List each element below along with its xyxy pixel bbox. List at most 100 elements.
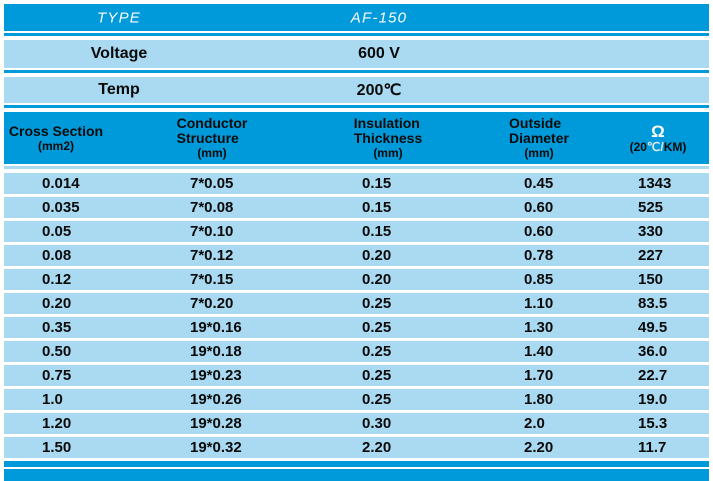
table-cell: 0.12 bbox=[42, 271, 72, 288]
bottom-bar-thick bbox=[4, 469, 709, 481]
header-outside-diameter: Outside Diameter (mm) bbox=[474, 116, 614, 160]
table-cell: 0.25 bbox=[362, 367, 392, 384]
table-cell: 22.7 bbox=[638, 367, 668, 384]
table-cell: 7*0.20 bbox=[190, 295, 234, 312]
table-cell: 0.60 bbox=[524, 199, 554, 216]
header-title: Thickness bbox=[353, 130, 423, 146]
unit-part: ℃/ bbox=[646, 139, 664, 154]
bottom-bar-thin bbox=[4, 461, 709, 467]
table-cell: 0.25 bbox=[362, 319, 392, 336]
table-cell: 7*0.05 bbox=[190, 175, 234, 192]
table-cell: 0.15 bbox=[362, 199, 392, 216]
header-unit: (20℃/KM) bbox=[629, 139, 687, 154]
voltage-value: 600 V bbox=[358, 45, 400, 62]
table-cell: 0.20 bbox=[362, 271, 392, 288]
table-cell: 11.7 bbox=[638, 439, 667, 456]
table-cell: 0.85 bbox=[524, 271, 554, 288]
table-cell: 0.014 bbox=[42, 175, 80, 192]
temp-label: Temp bbox=[98, 81, 140, 98]
table-row: 0.08 7*0.12 0.20 0.78 227 bbox=[4, 245, 709, 266]
divider bbox=[4, 70, 709, 73]
table-cell: 2.20 bbox=[524, 439, 554, 456]
table-cell: 0.78 bbox=[524, 247, 554, 264]
table-cell: 1.30 bbox=[524, 319, 554, 336]
table-cell: 0.20 bbox=[362, 247, 392, 264]
table-row: 0.12 7*0.15 0.20 0.85 150 bbox=[4, 269, 709, 290]
header-title: Outside bbox=[509, 115, 562, 131]
header-insulation-thickness: Insulation Thickness (mm) bbox=[314, 116, 474, 160]
header-cross-section: Cross Section (mm2) bbox=[4, 123, 154, 153]
table-cell: 1.40 bbox=[524, 343, 554, 360]
voltage-label: Voltage bbox=[90, 45, 148, 62]
table-cell: 0.05 bbox=[42, 223, 72, 240]
divider bbox=[4, 105, 709, 108]
divider bbox=[4, 166, 709, 169]
header-unit: (mm2) bbox=[37, 138, 74, 153]
header-unit: (mm) bbox=[524, 146, 554, 160]
table-cell: 0.15 bbox=[362, 223, 392, 240]
table-body: 0.014 7*0.05 0.15 0.45 1343 0.035 7*0.08 0.15 0.… bbox=[4, 173, 709, 458]
table-cell: 227 bbox=[638, 247, 664, 264]
table-cell: 525 bbox=[638, 199, 664, 216]
header-title: Conductor bbox=[176, 115, 248, 131]
table-cell: 0.30 bbox=[362, 415, 392, 432]
table-cell: 0.60 bbox=[524, 223, 554, 240]
header-unit: (mm) bbox=[373, 146, 403, 160]
divider bbox=[4, 33, 709, 36]
table-row: 1.50 19*0.32 2.20 2.20 11.7 bbox=[4, 437, 709, 458]
table-row: 0.20 7*0.20 0.25 1.10 83.5 bbox=[4, 293, 709, 314]
table-row: 0.35 19*0.16 0.25 1.30 49.5 bbox=[4, 317, 709, 338]
table-cell: 2.0 bbox=[524, 415, 545, 432]
table-row: 1.20 19*0.28 0.30 2.0 15.3 bbox=[4, 413, 709, 434]
table-cell: 0.45 bbox=[524, 175, 554, 192]
table-cell: 7*0.08 bbox=[190, 199, 234, 216]
table-row: 0.50 19*0.18 0.25 1.40 36.0 bbox=[4, 341, 709, 362]
table-row: 0.05 7*0.10 0.15 0.60 330 bbox=[4, 221, 709, 242]
table-cell: 15.3 bbox=[638, 415, 668, 432]
type-label: TYPE bbox=[97, 9, 141, 26]
header-title: Structure bbox=[176, 130, 239, 146]
voltage-row: Voltage 600 V bbox=[4, 40, 709, 68]
table-cell: 2.20 bbox=[362, 439, 392, 456]
table-cell: 19*0.18 bbox=[190, 343, 242, 360]
column-header-row: Cross Section (mm2) Conductor Structure … bbox=[4, 112, 709, 164]
table-cell: 0.50 bbox=[42, 343, 72, 360]
table-cell: 330 bbox=[638, 223, 664, 240]
table-row: 1.0 19*0.26 0.25 1.80 19.0 bbox=[4, 389, 709, 410]
table-cell: 0.15 bbox=[362, 175, 392, 192]
table-cell: 1343 bbox=[638, 175, 672, 192]
table-cell: 0.25 bbox=[362, 343, 392, 360]
table-cell: 1.80 bbox=[524, 391, 554, 408]
unit-part: KM) bbox=[663, 139, 687, 154]
table-cell: 7*0.12 bbox=[190, 247, 234, 264]
table-row: 0.014 7*0.05 0.15 0.45 1343 bbox=[4, 173, 709, 194]
table-cell: 1.0 bbox=[42, 391, 63, 408]
table-row: 0.035 7*0.08 0.15 0.60 525 bbox=[4, 197, 709, 218]
table-cell: 83.5 bbox=[638, 295, 668, 312]
unit-part: (20 bbox=[629, 139, 647, 154]
table-cell: 19*0.32 bbox=[190, 439, 242, 456]
table-cell: 7*0.10 bbox=[190, 223, 234, 240]
header-conductor-structure: Conductor Structure (mm) bbox=[154, 116, 314, 160]
table-cell: 0.25 bbox=[362, 295, 392, 312]
table-row: 0.75 19*0.23 0.25 1.70 22.7 bbox=[4, 365, 709, 386]
table-cell: 19*0.23 bbox=[190, 367, 242, 384]
table-cell: 0.25 bbox=[362, 391, 392, 408]
table-cell: 7*0.15 bbox=[190, 271, 234, 288]
type-value: AF-150 bbox=[350, 9, 408, 26]
table-cell: 1.70 bbox=[524, 367, 554, 384]
table-cell: 0.08 bbox=[42, 247, 72, 264]
table-cell: 1.50 bbox=[42, 439, 72, 456]
header-title: Diameter bbox=[509, 130, 569, 146]
table-cell: 0.75 bbox=[42, 367, 72, 384]
table-cell: 19*0.16 bbox=[190, 319, 242, 336]
table-cell: 150 bbox=[638, 271, 664, 288]
header-title: Insulation bbox=[353, 115, 420, 131]
table-cell: 36.0 bbox=[638, 343, 668, 360]
table-cell: 19*0.26 bbox=[190, 391, 242, 408]
table-cell: 0.035 bbox=[42, 199, 80, 216]
table-cell: 19.0 bbox=[638, 391, 668, 408]
header-unit: (mm) bbox=[197, 146, 227, 160]
header-resistance: Ω (20℃/KM) bbox=[614, 123, 709, 154]
